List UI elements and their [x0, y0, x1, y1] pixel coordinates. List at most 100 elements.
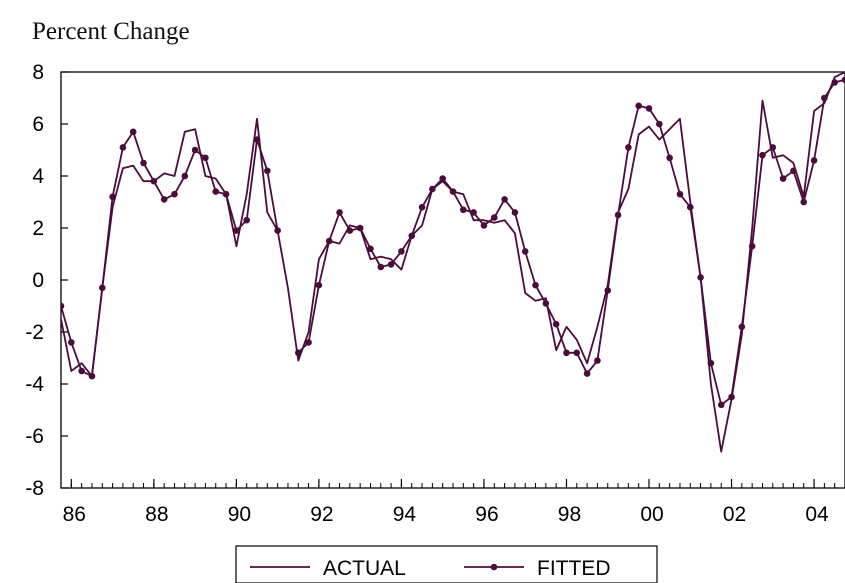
data-point-fitted [264, 167, 271, 175]
data-point-fitted [202, 154, 209, 162]
data-point-fitted [645, 105, 653, 112]
data-point-fitted [656, 120, 663, 128]
data-point-fitted [728, 393, 735, 401]
y-axis-label: Percent Change [32, 18, 190, 45]
data-point-fitted [614, 211, 622, 219]
plot-frame [60, 71, 845, 489]
data-point-fitted [88, 372, 96, 380]
x-tick-label: 98 [558, 503, 581, 526]
data-point-fitted [676, 190, 684, 198]
data-point-fitted [738, 323, 746, 331]
data-point-fitted [408, 232, 416, 240]
data-point-fitted [821, 94, 828, 102]
data-point-fitted [418, 203, 426, 211]
data-point-fitted [274, 227, 281, 234]
data-point-fitted [212, 188, 220, 195]
data-point-fitted [398, 248, 405, 255]
x-tick-label: 86 [63, 503, 86, 526]
data-point-fitted [429, 185, 436, 193]
legend-label-fitted: FITTED [537, 557, 611, 580]
data-point-fitted [109, 193, 116, 201]
data-point-fitted [119, 144, 127, 151]
data-point-fitted [779, 175, 787, 182]
data-point-fitted [336, 209, 343, 216]
data-point-fitted [233, 227, 240, 234]
data-point-fitted [717, 401, 725, 409]
x-tick-label: 00 [640, 503, 663, 526]
data-point-fitted [686, 203, 694, 211]
data-point-fitted [387, 261, 395, 268]
data-point-fitted [810, 157, 818, 164]
data-point-fitted [61, 302, 65, 310]
data-point-fitted [563, 349, 570, 357]
data-point-fitted [222, 190, 230, 198]
data-point-fitted [449, 188, 457, 195]
y-tick-label: 2 [32, 217, 44, 240]
y-tick-label: 4 [32, 165, 44, 188]
data-point-fitted [790, 167, 797, 175]
legend-box [235, 545, 658, 583]
data-point-fitted [439, 175, 446, 182]
data-point-fitted [356, 224, 364, 232]
data-point-fitted [604, 287, 612, 294]
y-tick-label: -6 [25, 425, 44, 448]
data-point-fitted [480, 222, 488, 229]
legend-marker-fitted [490, 563, 498, 571]
data-point-fitted [490, 214, 498, 221]
data-point-fitted [171, 190, 178, 198]
y-tick-label: -8 [25, 477, 44, 500]
data-point-fitted [253, 136, 261, 143]
data-point-fitted [129, 128, 137, 136]
data-point-fitted [191, 146, 199, 154]
data-point-fitted [583, 370, 591, 377]
y-tick-label: 6 [32, 113, 44, 136]
data-point-fitted [748, 242, 756, 250]
data-point-fitted [800, 198, 808, 206]
y-tick-label: 8 [32, 61, 44, 84]
data-point-fitted [325, 237, 333, 245]
data-point-fitted [635, 102, 642, 110]
data-point-fitted [68, 339, 75, 346]
data-point-fitted [78, 367, 85, 375]
series-layer [61, 71, 845, 453]
data-point-fitted [315, 281, 323, 289]
series-line-actual [61, 71, 845, 453]
x-tick-label: 90 [228, 503, 251, 526]
x-tick-label: 94 [393, 503, 417, 526]
data-point-fitted [346, 227, 354, 234]
data-point-fitted [707, 359, 715, 367]
data-point-fitted [697, 274, 704, 281]
data-point-fitted [521, 248, 529, 255]
x-tick-label: 92 [310, 503, 333, 526]
data-point-fitted [160, 196, 168, 203]
data-point-fitted [666, 154, 673, 162]
x-tick-label: 88 [145, 503, 168, 526]
series-line-fitted [61, 130, 279, 378]
data-point-fitted [377, 263, 385, 271]
y-tick-label: 0 [32, 269, 44, 292]
data-point-fitted [305, 339, 312, 346]
data-point-fitted [140, 159, 147, 167]
legend: ACTUAL FITTED [235, 545, 658, 583]
data-point-fitted [831, 79, 838, 86]
y-tick-label: -2 [25, 321, 44, 344]
data-point-fitted [511, 209, 519, 216]
data-point-fitted [501, 196, 508, 203]
data-point-fitted [532, 281, 539, 289]
data-point-fitted [460, 206, 467, 214]
series-line-fitted [297, 78, 845, 406]
data-point-fitted [594, 357, 601, 364]
x-tick-label: 96 [475, 503, 498, 526]
y-tick-label: -4 [25, 373, 44, 396]
series-actual [61, 71, 845, 453]
data-point-fitted [243, 216, 250, 224]
data-point-fitted [367, 245, 374, 253]
x-tick-label: 04 [805, 503, 829, 526]
data-point-fitted [759, 151, 766, 159]
data-point-fitted [625, 144, 632, 151]
data-point-fitted [552, 320, 560, 328]
data-point-fitted [294, 349, 302, 357]
data-point-fitted [542, 300, 550, 307]
